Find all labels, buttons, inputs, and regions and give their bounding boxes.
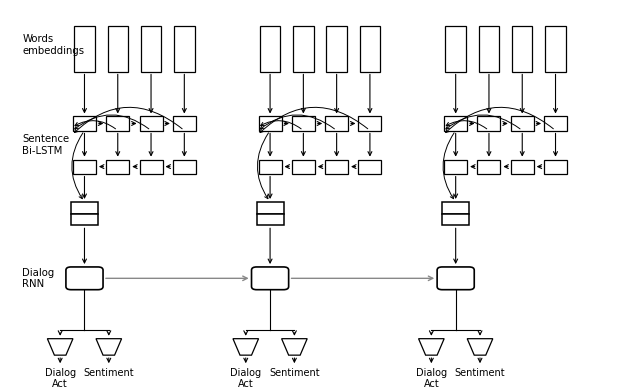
Bar (477, 160, 500, 174)
FancyBboxPatch shape (252, 267, 289, 290)
Bar (260, 27, 280, 72)
Polygon shape (419, 339, 444, 355)
Bar (511, 116, 534, 131)
Bar (444, 116, 467, 131)
Text: Sentence
Bi-LSTM: Sentence Bi-LSTM (22, 134, 70, 156)
Polygon shape (467, 339, 493, 355)
Bar (544, 160, 567, 174)
Bar (259, 160, 282, 174)
Bar (108, 27, 128, 72)
FancyBboxPatch shape (437, 267, 474, 290)
Bar (358, 160, 381, 174)
Bar (479, 27, 499, 72)
Text: Dialog
Act: Dialog Act (416, 368, 447, 389)
Bar (511, 160, 534, 174)
Bar (257, 214, 284, 225)
Bar (71, 214, 98, 225)
Bar (257, 202, 284, 214)
Bar (360, 27, 380, 72)
Bar (445, 27, 466, 72)
Text: Sentiment: Sentiment (269, 368, 320, 378)
Bar (512, 27, 532, 72)
Bar (358, 116, 381, 131)
Bar (293, 27, 314, 72)
Bar (73, 160, 96, 174)
Text: Dialog
Act: Dialog Act (230, 368, 261, 389)
Bar (71, 202, 98, 214)
Bar (141, 27, 161, 72)
Bar (292, 160, 315, 174)
Bar (259, 116, 282, 131)
Bar (325, 160, 348, 174)
Polygon shape (47, 339, 73, 355)
Bar (477, 116, 500, 131)
Text: Words
embeddings: Words embeddings (22, 34, 84, 56)
Polygon shape (96, 339, 122, 355)
Bar (326, 27, 347, 72)
Bar (173, 116, 196, 131)
Text: Sentiment: Sentiment (83, 368, 134, 378)
Bar (292, 116, 315, 131)
Bar (442, 202, 469, 214)
Polygon shape (282, 339, 307, 355)
Bar (74, 27, 95, 72)
Bar (544, 116, 567, 131)
Text: Dialog
Act: Dialog Act (45, 368, 76, 389)
Polygon shape (233, 339, 259, 355)
Bar (173, 160, 196, 174)
Bar (73, 116, 96, 131)
Bar (444, 160, 467, 174)
Text: Sentiment: Sentiment (454, 368, 506, 378)
Bar (106, 160, 129, 174)
Bar (106, 116, 129, 131)
Bar (174, 27, 195, 72)
Bar (545, 27, 566, 72)
Text: Dialog
RNN: Dialog RNN (22, 267, 54, 289)
Bar (140, 160, 163, 174)
Bar (325, 116, 348, 131)
Bar (442, 214, 469, 225)
FancyBboxPatch shape (66, 267, 103, 290)
Bar (140, 116, 163, 131)
